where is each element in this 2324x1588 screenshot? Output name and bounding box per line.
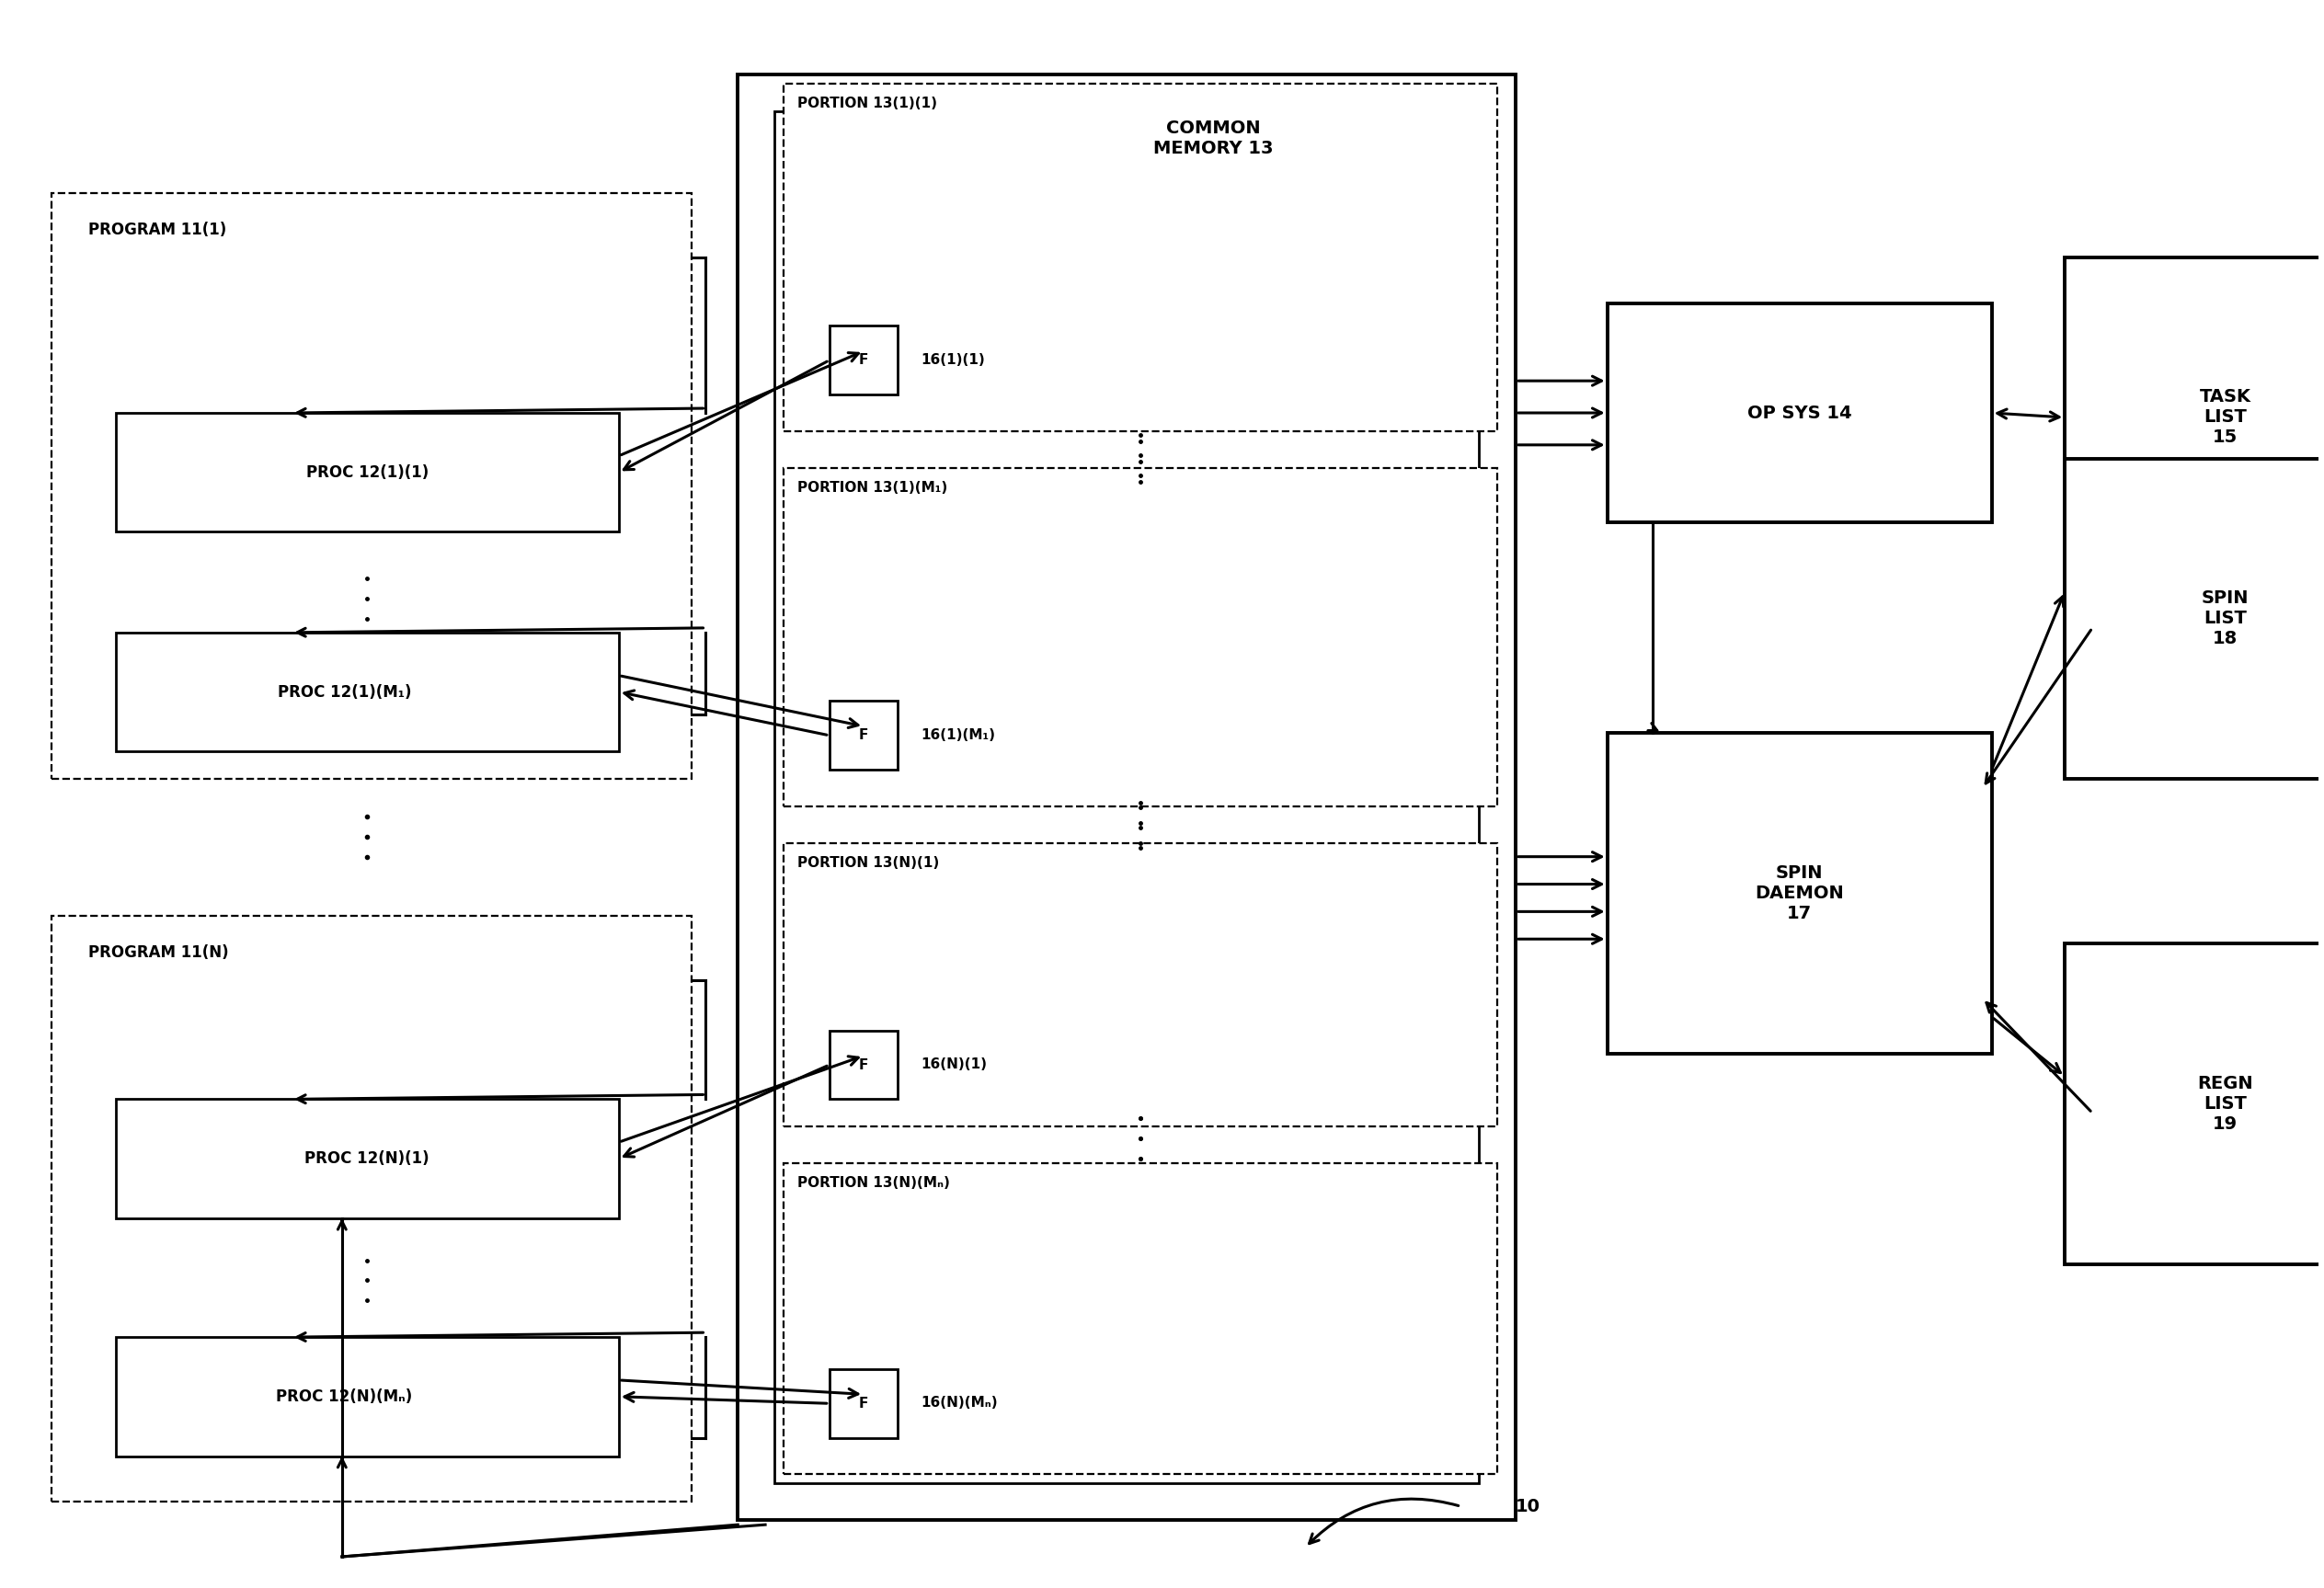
Text: PROGRAM 11(1): PROGRAM 11(1)	[88, 222, 225, 238]
Text: PROC 12(N)(1): PROC 12(N)(1)	[304, 1150, 430, 1167]
Text: 16(1)(M₁): 16(1)(M₁)	[920, 727, 995, 742]
Bar	[116, 1099, 618, 1218]
Text: REGN
LIST
19: REGN LIST 19	[2196, 1075, 2252, 1132]
Text: OP SYS 14: OP SYS 14	[1748, 403, 1852, 421]
Bar	[830, 1031, 897, 1099]
Text: SPIN
DAEMON
17: SPIN DAEMON 17	[1755, 864, 1843, 923]
Bar	[116, 1337, 618, 1456]
Bar	[2066, 943, 2324, 1264]
Bar	[830, 702, 897, 770]
Text: PROC 12(1)(1): PROC 12(1)(1)	[307, 464, 428, 481]
Bar	[774, 111, 1478, 1483]
Text: COMMON
MEMORY 13: COMMON MEMORY 13	[1153, 119, 1274, 157]
Bar	[51, 916, 693, 1502]
Text: 16(N)(1): 16(N)(1)	[920, 1058, 988, 1072]
Bar	[1608, 734, 1992, 1053]
Text: F: F	[860, 354, 869, 367]
Bar	[116, 632, 618, 751]
Text: F: F	[860, 1058, 869, 1072]
Text: TASK
LIST
15: TASK LIST 15	[2199, 389, 2250, 446]
Text: PORTION 13(N)(1): PORTION 13(N)(1)	[797, 856, 939, 870]
Text: PROC 12(1)(M₁): PROC 12(1)(M₁)	[277, 684, 411, 700]
Text: 10: 10	[1515, 1497, 1541, 1515]
Text: PROGRAM 11(N): PROGRAM 11(N)	[88, 945, 228, 961]
Text: F: F	[860, 1396, 869, 1410]
Bar	[783, 843, 1497, 1126]
Bar	[783, 468, 1497, 807]
Bar	[783, 84, 1497, 432]
Text: F: F	[860, 729, 869, 742]
Bar	[737, 75, 1515, 1520]
Text: 16(1)(1): 16(1)(1)	[920, 353, 985, 367]
Bar	[2066, 257, 2324, 578]
Bar	[783, 1164, 1497, 1474]
Bar	[116, 413, 618, 532]
Bar	[830, 326, 897, 394]
Text: PORTION 13(1)(M₁): PORTION 13(1)(M₁)	[797, 481, 948, 495]
Bar	[2066, 459, 2324, 778]
Bar	[51, 194, 693, 778]
Bar	[1608, 303, 1992, 522]
Text: PORTION 13(1)(1): PORTION 13(1)(1)	[797, 97, 937, 111]
Text: PROC 12(N)(Mₙ): PROC 12(N)(Mₙ)	[277, 1388, 411, 1405]
Text: 16(N)(Mₙ): 16(N)(Mₙ)	[920, 1396, 997, 1410]
Text: PORTION 13(N)(Mₙ): PORTION 13(N)(Mₙ)	[797, 1177, 951, 1191]
Bar	[830, 1369, 897, 1437]
Text: SPIN
LIST
18: SPIN LIST 18	[2201, 589, 2250, 648]
